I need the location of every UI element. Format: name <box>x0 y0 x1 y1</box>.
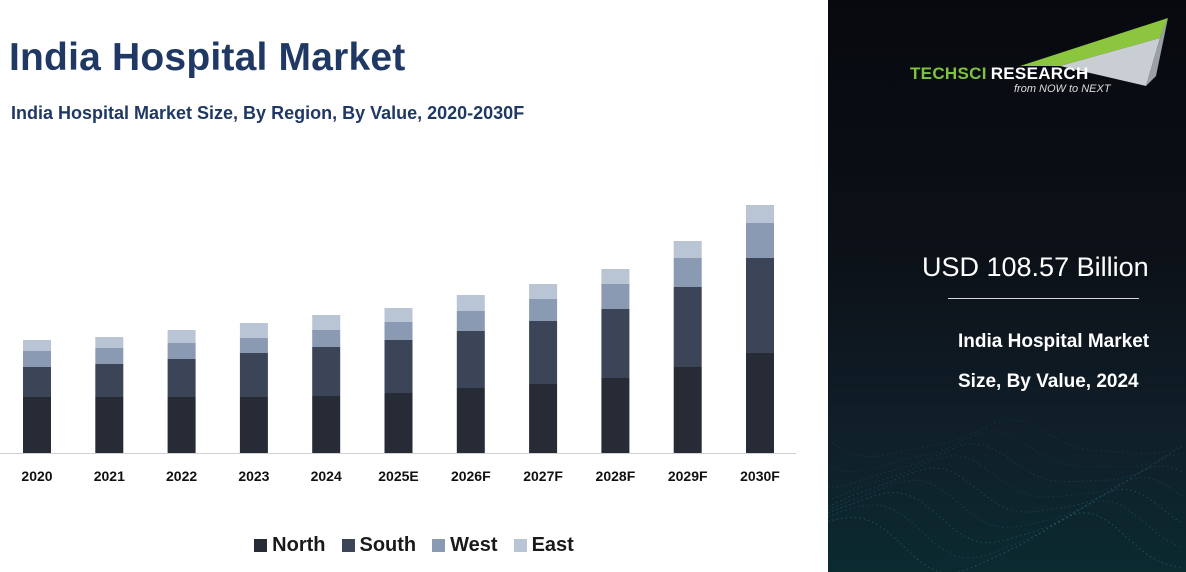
bar-north-2026f <box>456 388 485 453</box>
bar-west-2027f <box>529 299 558 321</box>
bar-south-2020 <box>23 367 51 397</box>
bar-south-2027f <box>529 321 558 384</box>
legend-label: West <box>450 534 498 556</box>
logo-wordmark: TECHSCI RESEARCH <box>910 64 1089 84</box>
legend-swatch <box>432 539 446 552</box>
logo-techsci-text: TECHSCI <box>910 64 987 83</box>
bar-north-2029f <box>673 367 702 453</box>
legend-item-west: West <box>432 534 498 557</box>
wave-line <box>828 488 1183 544</box>
logo-swoosh-icon <box>1020 18 1168 86</box>
legend-label: North <box>272 534 326 556</box>
wave-line <box>828 512 1183 572</box>
legend-swatch <box>254 539 268 552</box>
bar-east-2021 <box>95 337 124 348</box>
bar-north-2030f <box>746 353 774 453</box>
divider-line <box>948 298 1139 299</box>
x-tick-label: 2020 <box>21 468 52 484</box>
wave-line <box>828 500 1183 559</box>
chart-panel: India Hospital Market India Hospital Mar… <box>0 36 828 557</box>
wave-line <box>828 419 1183 458</box>
wave-line <box>828 454 1183 501</box>
bar-north-2028f <box>601 378 630 453</box>
bar-south-2029f <box>673 287 702 367</box>
bar-west-2022 <box>167 343 196 359</box>
wave-line <box>828 431 1183 473</box>
legend-swatch <box>513 539 527 552</box>
chart-subtitle: India Hospital Market Size, By Region, B… <box>11 103 525 123</box>
bar-south-2023 <box>239 353 268 397</box>
x-tick-label: 2021 <box>94 468 125 484</box>
bar-east-2023 <box>239 323 268 338</box>
wave-pattern-background <box>828 419 1183 572</box>
legend-item-south: South <box>341 534 417 557</box>
wave-line <box>828 477 1183 528</box>
bar-west-2028f <box>601 284 630 309</box>
x-tick-label: 2026F <box>451 468 491 484</box>
x-tick-label: 2025E <box>378 468 418 484</box>
bar-north-2021 <box>95 397 124 453</box>
legend-label: East <box>531 534 574 556</box>
bar-east-2024 <box>312 315 341 330</box>
market-size-value: USD 108.57 Billion <box>922 252 1149 282</box>
bar-north-2025e <box>384 393 413 453</box>
bar-north-2027f <box>529 384 558 453</box>
page-title: India Hospital Market <box>9 36 406 79</box>
bar-west-2023 <box>239 338 268 353</box>
bar-west-2024 <box>312 330 341 347</box>
bar-south-2026f <box>456 331 485 388</box>
bar-east-2026f <box>456 295 485 311</box>
bar-south-2024 <box>312 347 341 396</box>
bar-west-2030f <box>746 223 774 258</box>
x-tick-label: 2023 <box>238 468 269 484</box>
stacked-bar-chart: 2020 2021 2022 2023 2024 2025E 2026F 2027F 2028F… <box>0 205 796 484</box>
bar-south-2025e <box>384 340 413 393</box>
bar-east-2025e <box>384 308 413 322</box>
legend-label: South <box>359 534 417 556</box>
summary-panel: TECHSCI RESEARCH from NOW to NEXT USD 108… <box>828 0 1186 572</box>
bar-west-2026f <box>456 311 485 331</box>
bar-south-2022 <box>167 359 196 397</box>
bar-east-2027f <box>529 284 558 299</box>
bar-west-2029f <box>673 258 702 287</box>
techsci-logo: TECHSCI RESEARCH from NOW to NEXT <box>910 16 1172 106</box>
bar-south-2030f <box>746 258 774 353</box>
wave-line <box>828 465 1183 513</box>
legend-swatch <box>341 539 355 552</box>
bar-west-2020 <box>23 351 51 367</box>
bar-east-2020 <box>23 340 51 351</box>
market-size-description: India Hospital Market Size, By Value, 20… <box>958 331 1150 392</box>
bar-north-2024 <box>312 396 341 453</box>
legend-item-north: North <box>254 534 326 557</box>
bar-north-2020 <box>23 397 51 453</box>
bar-east-2022 <box>167 330 196 343</box>
x-tick-label: 2030F <box>740 468 780 484</box>
bar-west-2025e <box>384 322 413 340</box>
x-tick-label: 2029F <box>668 468 708 484</box>
logo-research-text: RESEARCH <box>990 64 1089 83</box>
legend-item-east: East <box>513 534 574 557</box>
wave-line <box>828 443 1183 488</box>
bar-south-2021 <box>95 364 124 397</box>
chart-legend: North South West East <box>0 534 828 557</box>
x-tick-label: 2024 <box>311 468 342 484</box>
bar-east-2029f <box>673 241 702 258</box>
x-tick-label: 2028F <box>596 468 636 484</box>
bar-east-2030f <box>746 205 774 223</box>
x-tick-label: 2022 <box>166 468 197 484</box>
bar-south-2028f <box>601 309 630 378</box>
x-tick-label: 2027F <box>523 468 563 484</box>
bar-east-2028f <box>601 269 630 284</box>
bar-north-2023 <box>239 397 268 453</box>
bar-west-2021 <box>95 348 124 364</box>
bar-north-2022 <box>167 397 196 453</box>
logo-tagline: from NOW to NEXT <box>1014 83 1111 95</box>
